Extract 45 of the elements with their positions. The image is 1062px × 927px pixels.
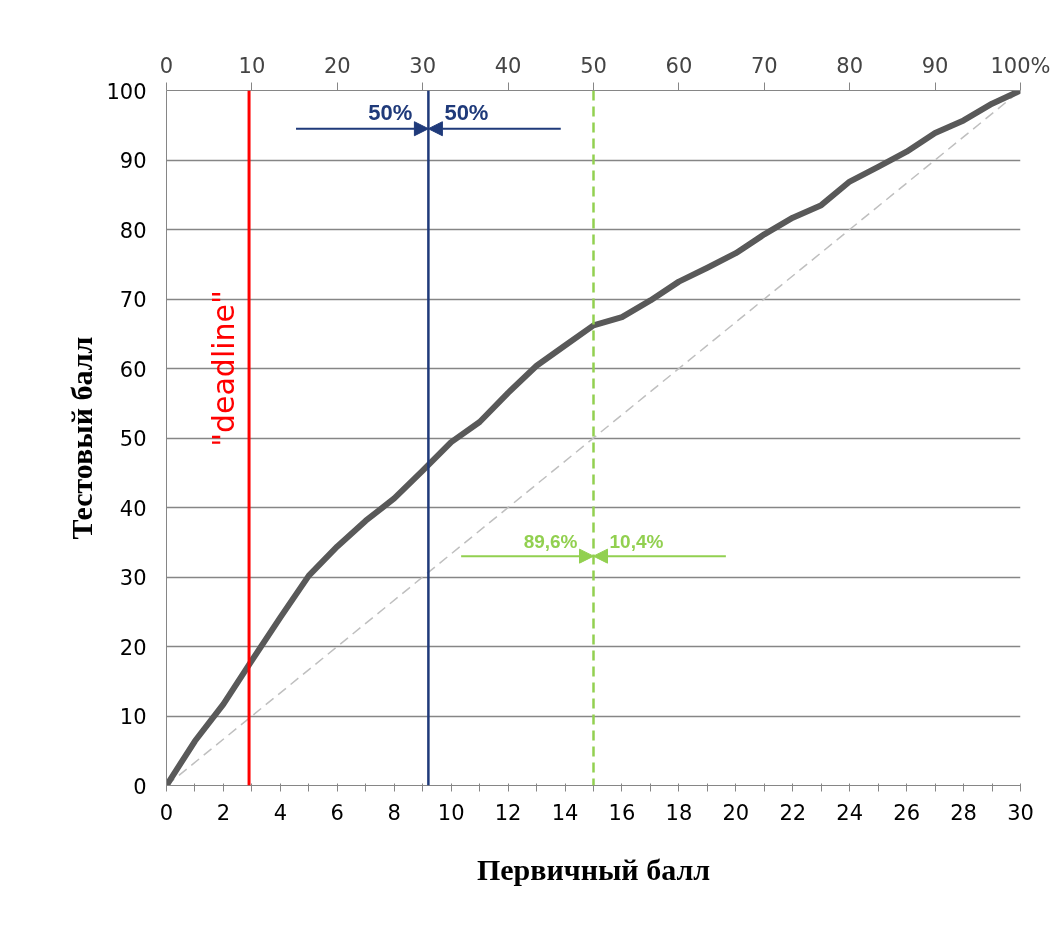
- annotation: 10,4%: [609, 531, 664, 553]
- x-tick-label: 14: [551, 800, 579, 825]
- x-tick-label: 2: [216, 800, 231, 825]
- x-tick-label: 18: [665, 800, 693, 825]
- x-tick-label: 20: [722, 800, 750, 825]
- x2-tick-label: 40: [494, 53, 522, 78]
- x-tick-label: 26: [893, 800, 921, 825]
- x2-tick-label: 10: [238, 53, 266, 78]
- x-tick-label: 6: [330, 800, 344, 825]
- y-tick-label: 70: [119, 288, 147, 312]
- x-tick-label: 16: [608, 800, 636, 825]
- y-tick-label: 20: [119, 635, 147, 660]
- x-axis-title: Первичный балл: [476, 852, 711, 886]
- x-tick-label: 12: [494, 800, 522, 825]
- x-tick-label: 22: [779, 800, 807, 825]
- y-tick-label: 10: [119, 705, 147, 729]
- y-tick-label: 40: [119, 496, 147, 521]
- x2-tick-label: 100%: [990, 53, 1051, 78]
- x-tick-label: 8: [387, 800, 401, 825]
- y-tick-label: 100: [106, 79, 147, 104]
- y-tick-label: 60: [119, 357, 147, 382]
- x-tick-label: 4: [273, 800, 288, 825]
- y-tick-label: 0: [133, 774, 147, 799]
- x2-tick-label: 80: [836, 53, 864, 78]
- y-tick-label: 80: [119, 218, 147, 243]
- x-tick-label: 28: [950, 800, 977, 825]
- y-axis-title: Тестовый балл: [65, 336, 99, 540]
- x2-tick-label: 30: [409, 53, 437, 78]
- x2-tick-label: 60: [665, 53, 693, 78]
- x-tick-label: 30: [1007, 800, 1034, 825]
- x2-tick-label: 50: [580, 53, 607, 78]
- x2-tick-label: 90: [921, 53, 949, 78]
- y-tick-label: 90: [119, 149, 147, 173]
- annotation: 50%: [444, 99, 489, 125]
- annotation: 89,6%: [523, 531, 578, 553]
- y-tick-label: 30: [119, 566, 147, 590]
- ref-line-label: "deadline": [206, 290, 242, 447]
- x-tick-label: 10: [437, 800, 465, 825]
- x2-tick-label: 0: [159, 53, 174, 78]
- annotation: 50%: [368, 99, 413, 125]
- x-tick-label: 24: [836, 800, 864, 825]
- x-tick-label: 0: [159, 800, 174, 825]
- x2-tick-label: 70: [750, 53, 778, 78]
- y-tick-label: 50: [119, 427, 147, 451]
- x2-tick-label: 20: [323, 53, 351, 78]
